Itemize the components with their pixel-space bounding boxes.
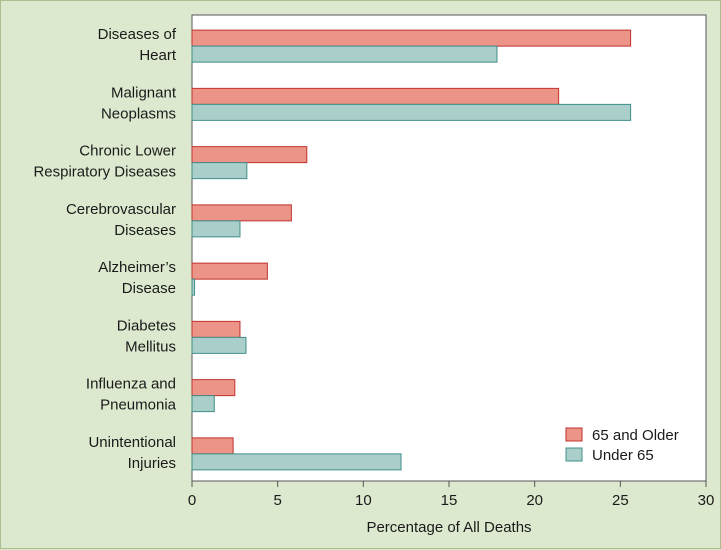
category-label: Pneumonia xyxy=(100,397,177,414)
bar-older xyxy=(191,204,292,222)
category-labels: Diseases of Heart Malignant Neoplasms Chroni… xyxy=(33,26,176,472)
category-label: Diseases xyxy=(114,222,176,239)
plot-area xyxy=(191,14,707,482)
bar-under65 xyxy=(191,278,196,296)
category-label: Alzheimer’s xyxy=(98,259,176,276)
x-tick-label: 0 xyxy=(188,492,196,509)
bar-under65 xyxy=(191,453,402,471)
category-label: Neoplasms xyxy=(101,105,176,122)
bar-under65 xyxy=(191,395,215,413)
legend-label: 65 and Older xyxy=(592,427,679,444)
category-label: Influenza and xyxy=(86,376,176,393)
bar-older xyxy=(191,262,268,280)
bar-under65 xyxy=(191,103,632,121)
bar-under65 xyxy=(191,162,248,180)
x-axis: 0 5 10 15 20 25 30 xyxy=(188,481,715,509)
legend-swatch xyxy=(565,447,583,462)
category-label: Chronic Lower xyxy=(79,143,176,160)
category-label: Mellitus xyxy=(125,338,176,355)
category-label: Diseases of xyxy=(98,26,177,43)
bar-under65 xyxy=(191,220,241,238)
category-label: Disease xyxy=(122,280,176,297)
x-tick-label: 10 xyxy=(355,492,372,509)
category-label: Unintentional xyxy=(88,434,176,451)
legend: 65 and Older Under 65 xyxy=(565,427,679,464)
category-label: Injuries xyxy=(128,455,176,472)
x-tick-label: 5 xyxy=(273,492,281,509)
bar-older xyxy=(191,320,241,338)
category-label: Diabetes xyxy=(117,317,176,334)
bars xyxy=(191,29,632,471)
bar-older xyxy=(191,146,308,164)
x-tick-label: 15 xyxy=(441,492,458,509)
category-label: Heart xyxy=(139,47,177,64)
category-label: Respiratory Diseases xyxy=(33,164,176,181)
x-axis-label: Percentage of All Deaths xyxy=(366,519,531,536)
category-label: Cerebrovascular xyxy=(66,201,176,218)
x-tick-label: 30 xyxy=(698,492,715,509)
bar-older xyxy=(191,29,632,47)
bar-under65 xyxy=(191,336,247,354)
legend-swatch xyxy=(565,427,583,442)
bar-older xyxy=(191,379,236,397)
x-tick-label: 25 xyxy=(612,492,629,509)
x-tick-label: 20 xyxy=(526,492,543,509)
bar-older xyxy=(191,87,560,105)
legend-label: Under 65 xyxy=(592,447,654,464)
bar-under65 xyxy=(191,45,498,63)
category-label: Malignant xyxy=(111,84,177,101)
bar-older xyxy=(191,437,234,455)
